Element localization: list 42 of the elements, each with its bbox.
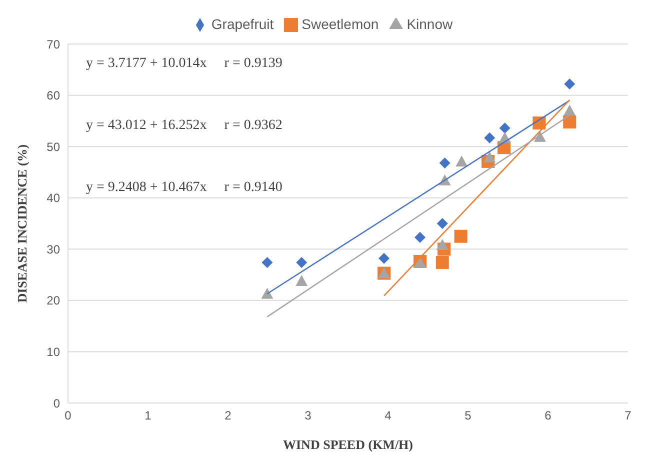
- point: [436, 218, 448, 229]
- point: [456, 155, 468, 166]
- legend-label: Sweetlemon: [302, 16, 379, 32]
- point: [439, 157, 450, 168]
- y-tick-label: 20: [46, 294, 60, 308]
- point: [296, 256, 308, 268]
- x-tick-label: 3: [304, 408, 312, 423]
- point: [296, 274, 308, 286]
- x-tick-label: 0: [64, 408, 72, 423]
- y-tick-label: 10: [46, 344, 60, 359]
- point: [563, 115, 576, 128]
- annotation: y = 3.7177 + 10.014x r = 0.9139: [86, 56, 282, 73]
- point: [484, 132, 496, 144]
- legend-label: Grapefruit: [211, 16, 274, 32]
- point: [454, 230, 468, 243]
- x-tick-label: 2: [224, 408, 232, 423]
- x-tick-label: 5: [464, 408, 472, 423]
- point: [484, 151, 496, 162]
- point: [261, 288, 274, 299]
- point: [262, 256, 273, 268]
- y-tick-label: 40: [46, 191, 60, 206]
- point: [378, 252, 390, 264]
- point: [436, 239, 448, 250]
- point: [564, 78, 576, 90]
- x-tick-label: 6: [544, 408, 552, 423]
- point: [436, 256, 449, 269]
- y-tick-label: 60: [46, 88, 60, 103]
- annotation: y = 43.012 + 16.252x r = 0.9362: [86, 118, 282, 135]
- legend-label: Kinnow: [406, 16, 453, 32]
- y-tick-label: 30: [46, 242, 60, 256]
- point: [414, 232, 426, 243]
- y-tick-label: 0: [53, 396, 60, 410]
- x-tick-label: 1: [144, 408, 152, 423]
- annotation: y = 9.2408 + 10.467x r = 0.9140: [86, 180, 282, 197]
- point: [564, 104, 576, 116]
- point: [499, 122, 510, 134]
- x-axis-title: WIND SPEED (KM/H): [283, 437, 413, 452]
- x-tick-label: 7: [624, 408, 632, 423]
- x-tick-label: 4: [384, 408, 392, 423]
- y-tick-label: 50: [46, 140, 60, 154]
- y-axis-title: DISEASE INCIDENCE (%): [14, 144, 30, 303]
- y-tick-label: 70: [46, 37, 60, 52]
